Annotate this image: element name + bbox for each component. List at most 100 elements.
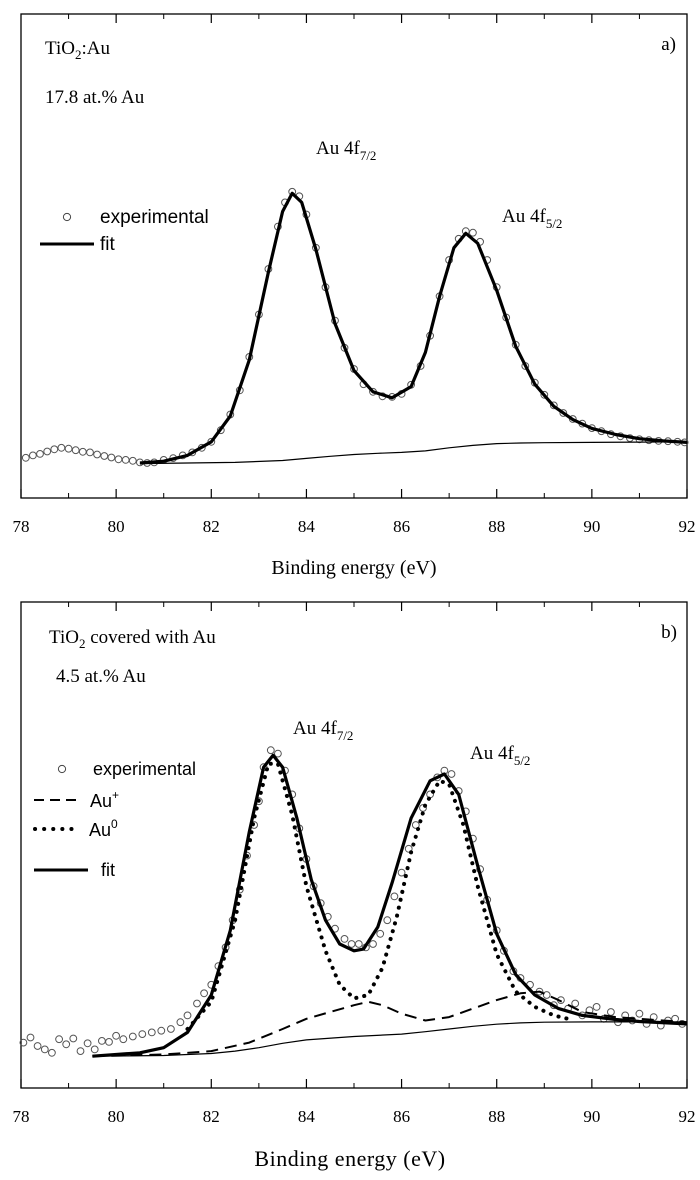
x-tick-label: 92 xyxy=(679,1107,696,1126)
data-point xyxy=(57,443,66,452)
panel-b-concentration: 4.5 at.% Au xyxy=(56,666,146,687)
data-point xyxy=(55,1035,63,1044)
data-point xyxy=(376,929,385,938)
legend-experimental-label: experimental xyxy=(100,207,209,228)
data-point xyxy=(26,1033,35,1042)
data-point xyxy=(390,892,399,901)
panel-b-peak2-label: Au 4f5/2 xyxy=(470,743,530,768)
data-point xyxy=(447,770,456,778)
data-point xyxy=(469,228,477,237)
legend-au-plus-label: Au+ xyxy=(90,788,119,811)
x-tick-label: 90 xyxy=(583,1107,600,1126)
series-fit-line xyxy=(92,753,688,1058)
data-point xyxy=(78,447,87,456)
data-point xyxy=(48,1048,56,1057)
panel-a-label: a) xyxy=(661,34,676,55)
x-tick-label: 90 xyxy=(583,517,600,536)
data-point xyxy=(69,1034,78,1043)
data-point xyxy=(592,1003,601,1011)
x-tick-label: 82 xyxy=(203,517,220,536)
data-point xyxy=(404,844,413,853)
panel-b: 78 80 82 84 86 88 90 92 b) TiO2 covered with Au… xyxy=(13,601,696,1171)
data-point xyxy=(138,1030,147,1038)
legend-au-zero-label: Au0 xyxy=(89,817,118,840)
data-point xyxy=(36,450,44,458)
panel-b-series xyxy=(19,746,688,1058)
x-tick-label: 92 xyxy=(679,517,696,536)
data-point xyxy=(542,991,551,999)
data-point xyxy=(354,940,363,948)
data-point xyxy=(90,1045,99,1054)
series-au-plus-line xyxy=(92,990,688,1058)
data-point xyxy=(200,989,209,998)
data-point xyxy=(347,940,356,948)
x-tick-label: 88 xyxy=(488,517,505,536)
data-point xyxy=(607,1008,615,1016)
x-tick-label: 78 xyxy=(13,517,30,536)
x-tick-label: 78 xyxy=(13,1107,30,1126)
legend-experimental-marker xyxy=(57,764,67,774)
data-point xyxy=(157,1026,166,1035)
panel-a-peak2-label: Au 4f5/2 xyxy=(502,206,562,231)
data-point xyxy=(369,940,377,948)
data-point xyxy=(100,452,109,460)
panel-a-sample-label: TiO2:Au xyxy=(45,38,110,62)
panel-b-peak1-label: Au 4f7/2 xyxy=(293,718,353,743)
data-point xyxy=(176,1018,185,1027)
series-experimental xyxy=(19,746,687,1057)
data-point xyxy=(540,390,549,399)
data-point xyxy=(411,821,420,829)
data-point xyxy=(549,401,558,410)
data-point xyxy=(21,453,30,462)
data-point xyxy=(19,1038,28,1047)
data-point xyxy=(43,447,52,456)
data-point xyxy=(340,935,349,943)
x-tick-label: 88 xyxy=(488,1107,505,1126)
data-point xyxy=(107,453,116,462)
data-point xyxy=(64,444,73,453)
panel-b-x-ticks: 78 80 82 84 86 88 90 92 xyxy=(13,602,696,1126)
data-point xyxy=(128,456,137,465)
panel-b-sample-label: TiO2 covered with Au xyxy=(49,627,216,651)
data-point xyxy=(83,1039,92,1048)
data-point xyxy=(193,999,201,1008)
data-point xyxy=(119,1035,128,1044)
panel-b-label: b) xyxy=(661,622,677,643)
data-point xyxy=(397,868,406,877)
data-point xyxy=(112,1031,120,1040)
data-point xyxy=(121,456,130,464)
panel-a-peak1-label: Au 4f7/2 xyxy=(316,138,376,163)
panel-b-x-axis-title: Binding energy (eV) xyxy=(254,1146,445,1171)
panel-a-legend: experimental fit xyxy=(40,207,209,255)
panel-a: 78 80 82 84 86 88 90 92 a) TiO2:Au 17.8 at.% Au… xyxy=(13,13,696,579)
series-experimental xyxy=(21,187,689,467)
data-point xyxy=(71,446,80,455)
data-point xyxy=(559,409,568,417)
data-point xyxy=(128,1032,137,1041)
panel-a-series xyxy=(21,187,689,467)
data-point xyxy=(33,1042,42,1050)
series-background-line xyxy=(92,1021,687,1057)
panel-a-x-ticks: 78 80 82 84 86 88 90 92 xyxy=(13,14,696,536)
legend-fit-label: fit xyxy=(101,860,115,880)
data-point xyxy=(76,1047,85,1055)
data-point xyxy=(571,999,580,1008)
data-point xyxy=(105,1038,113,1046)
x-tick-label: 84 xyxy=(298,1107,316,1126)
data-point xyxy=(50,445,59,454)
data-point xyxy=(266,746,275,755)
data-point xyxy=(93,450,101,459)
panel-b-legend: experimental Au+ Au0 fit xyxy=(33,759,196,880)
data-point xyxy=(671,1014,679,1023)
legend-experimental-marker xyxy=(62,212,72,222)
data-point xyxy=(114,455,123,464)
x-tick-label: 80 xyxy=(108,517,125,536)
x-tick-label: 80 xyxy=(108,1107,125,1126)
data-point xyxy=(383,916,392,925)
panel-a-x-axis-title: Binding energy (eV) xyxy=(271,557,436,579)
x-tick-label: 86 xyxy=(393,517,410,536)
data-point xyxy=(167,1025,175,1033)
x-tick-label: 86 xyxy=(393,1107,410,1126)
legend-fit-label: fit xyxy=(100,234,116,255)
